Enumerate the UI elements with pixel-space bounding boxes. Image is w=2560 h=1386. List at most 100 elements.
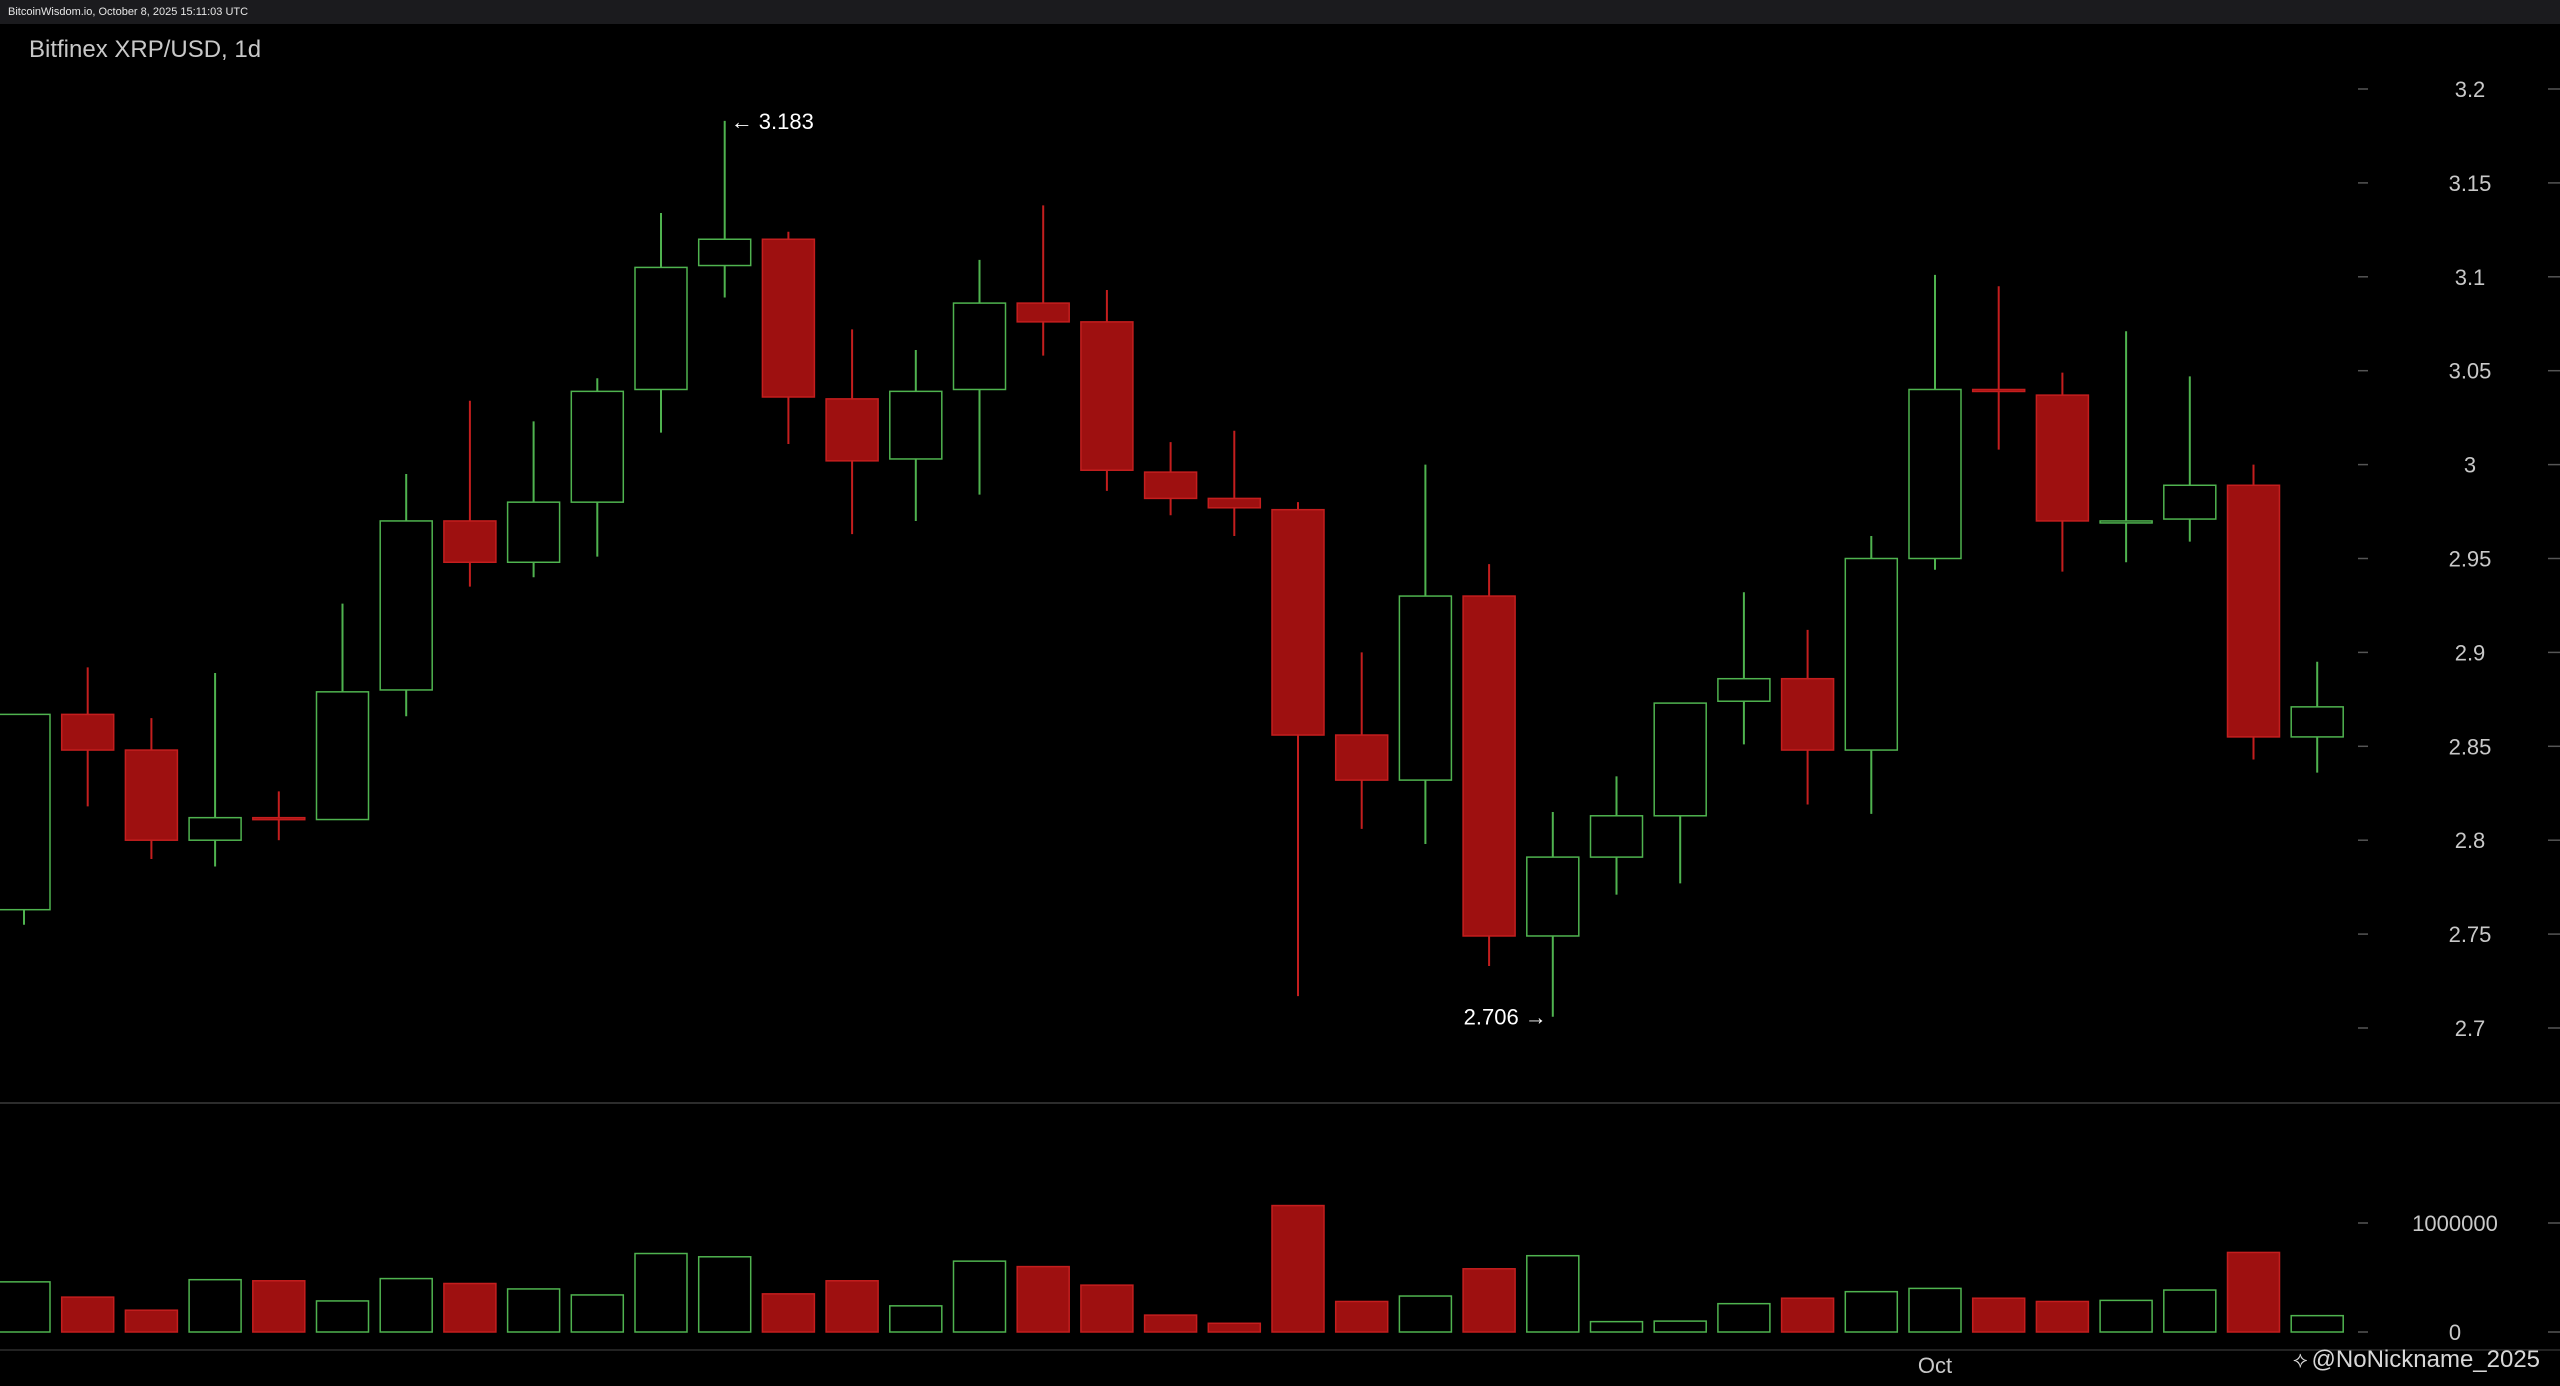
candle-body: [252, 816, 306, 821]
price-tick-label: 2.9: [2455, 640, 2486, 665]
candle-body: [379, 520, 433, 691]
volume-bar: [2226, 1251, 2281, 1333]
volume-bar: [1589, 1320, 1644, 1333]
candle-body: [1653, 702, 1707, 817]
candle-body: [889, 390, 943, 460]
volume-tick-label: 0: [2449, 1320, 2461, 1345]
chart-title: Bitfinex XRP/USD, 1d: [29, 36, 262, 63]
candle-body: [2290, 706, 2344, 738]
volume-bar: [2035, 1300, 2090, 1333]
price-tick-label: 2.85: [2449, 734, 2492, 759]
candle-body: [1334, 734, 1389, 781]
volume-bar: [889, 1305, 943, 1333]
candles: [0, 120, 2344, 1017]
candle-body: [1717, 677, 1771, 702]
volume-bar: [443, 1282, 497, 1333]
volume-bar: [506, 1288, 561, 1333]
candle-body: [1908, 388, 1962, 560]
price-extreme-label: ← 3.183: [731, 109, 814, 134]
volume-bar: [124, 1309, 179, 1333]
price-tick-label: 3.2: [2455, 77, 2486, 102]
volume-bar: [60, 1296, 115, 1333]
volume-axis: 0 1000000: [2358, 1211, 2560, 1345]
volume-bar: [1844, 1290, 1899, 1333]
candle-body: [1080, 321, 1134, 471]
candle-body: [2035, 394, 2090, 522]
volume-bar: [315, 1300, 370, 1333]
price-axis: 2.7 2.75 2.8 2.85 2.9 2.95 3 3.05 3.1 3.15 3.2: [2358, 77, 2560, 1041]
candle-body: [443, 520, 497, 564]
time-axis: Oct: [1918, 1353, 1952, 1378]
volume-bar: [761, 1293, 816, 1333]
candle-body: [1844, 557, 1899, 751]
volume-bar: [2163, 1289, 2217, 1333]
volume-bar: [1908, 1287, 1962, 1333]
volume-bar: [697, 1256, 752, 1333]
volume-bar: [379, 1277, 433, 1333]
candle-body: [1589, 815, 1644, 858]
price-tick-label: 3: [2464, 453, 2476, 478]
volume-bar: [1016, 1265, 1070, 1333]
volume-bar: [634, 1252, 688, 1333]
watermark-text: @NoNickname_2025: [2311, 1346, 2541, 1373]
candle-body: [315, 691, 370, 821]
candle-body: [1462, 595, 1516, 937]
candle-body: [570, 390, 625, 503]
candle-body: [2163, 484, 2217, 520]
volume-bar: [825, 1280, 879, 1333]
volume-bar: [1717, 1302, 1771, 1333]
volume-bar: [1207, 1322, 1262, 1333]
volume-bars: [0, 1204, 2344, 1333]
candle-body: [60, 713, 115, 751]
binance-diamond-icon: ⟡: [2293, 1347, 2308, 1372]
candle-body: [1398, 595, 1453, 781]
price-tick-label: 3.15: [2449, 171, 2492, 196]
candle-body: [2099, 520, 2153, 524]
candle-body: [634, 266, 688, 391]
source-timestamp: BitcoinWisdom.io, October 8, 2025 15:11:…: [8, 6, 249, 18]
price-tick-label: 2.75: [2449, 922, 2492, 947]
candle-body: [0, 713, 51, 911]
candle-body: [697, 238, 752, 267]
volume-bar: [570, 1294, 625, 1333]
candle-body: [506, 501, 561, 564]
price-tick-label: 3.05: [2449, 359, 2492, 384]
volume-bar: [1143, 1314, 1198, 1333]
price-tick-label: 2.7: [2455, 1016, 2486, 1041]
price-tick-label: 2.8: [2455, 828, 2486, 853]
volume-bar: [1462, 1268, 1516, 1333]
top-status-bar: BitcoinWisdom.io, October 8, 2025 15:11:…: [0, 0, 2560, 24]
candle-body: [1971, 388, 2026, 393]
volume-tick-label: 1000000: [2412, 1211, 2498, 1236]
candle-body: [1207, 497, 1262, 509]
candle-body: [1143, 471, 1198, 500]
time-tick-label: Oct: [1918, 1353, 1952, 1378]
volume-bar: [188, 1278, 242, 1333]
candle-body: [2226, 484, 2281, 738]
volume-bar: [1780, 1297, 1835, 1333]
price-tick-label: 2.95: [2449, 547, 2492, 572]
volume-bar: [1271, 1204, 1325, 1333]
volume-bar: [1080, 1284, 1134, 1333]
volume-bar: [1526, 1254, 1580, 1333]
candle-body: [1016, 302, 1070, 323]
volume-bar: [2290, 1314, 2344, 1333]
candle-body: [1271, 508, 1325, 736]
volume-bar: [952, 1260, 1007, 1333]
candle-body: [952, 302, 1007, 391]
volume-bar: [2099, 1299, 2153, 1333]
annotations: ← 3.183 2.706 →: [731, 109, 1547, 1030]
watermark: ⟡ @NoNickname_2025: [2293, 1346, 2540, 1374]
volume-bar: [1971, 1297, 2026, 1333]
volume-bar: [252, 1280, 306, 1333]
candle-body: [825, 398, 879, 462]
candle-body: [1526, 856, 1580, 937]
volume-bar: [1398, 1295, 1453, 1333]
volume-bar: [1653, 1320, 1707, 1333]
candle-body: [124, 749, 179, 841]
candle-body: [188, 816, 242, 841]
candle-body: [1780, 677, 1835, 751]
price-extreme-label: 2.706 →: [1464, 1005, 1547, 1030]
volume-bar: [0, 1281, 51, 1333]
